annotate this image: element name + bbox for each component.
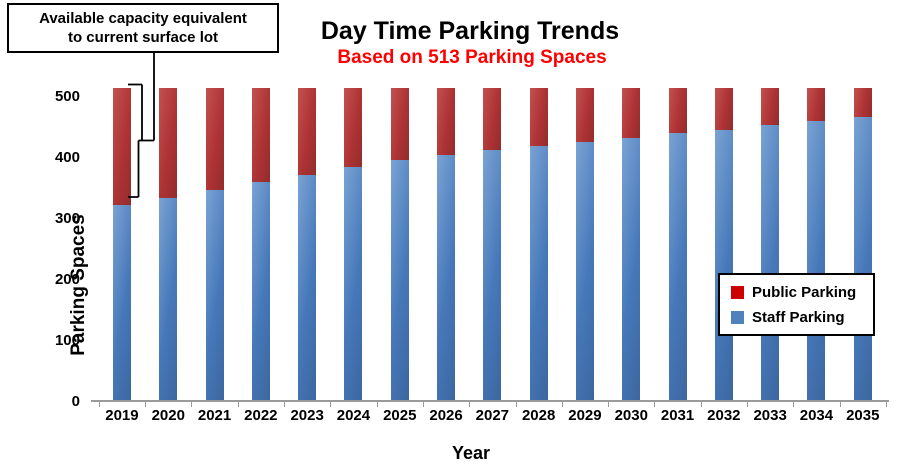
x-axis-tick (191, 402, 193, 407)
x-tick-label-2027: 2027 (475, 407, 510, 424)
bar-staff-2030 (622, 137, 641, 401)
bar-public-2025 (390, 87, 409, 160)
x-tick-label-2026: 2026 (429, 407, 463, 424)
annotation-line1: Available capacity equivalent (39, 10, 247, 27)
y-tick-label-400: 400 (54, 148, 80, 166)
bar-public-2032 (714, 87, 733, 130)
bracket-path (128, 51, 155, 198)
bar-public-2020 (159, 87, 178, 198)
x-axis-title: Year (451, 443, 491, 463)
y-tick-label-0: 0 (71, 393, 80, 410)
x-axis-tick (237, 402, 239, 407)
x-axis-tick (608, 402, 610, 407)
x-axis-tick (747, 402, 748, 407)
legend-label: Public Parking (752, 283, 857, 301)
x-tick-label-2021: 2021 (197, 407, 232, 424)
annotation-callout: Available capacity equivalent to current… (7, 3, 279, 53)
x-tick-label-2034: 2034 (799, 407, 834, 424)
legend: Public Parking Staff Parking (718, 273, 875, 336)
chart-subtitle: Based on 513 Parking Spaces (337, 47, 607, 68)
chart-title: Day Time Parking Trends (320, 17, 620, 45)
x-axis-tick (561, 402, 563, 407)
legend-item-public-parking: Public Parking (731, 284, 873, 301)
bar-public-2028 (529, 87, 548, 147)
x-tick-label-2023: 2023 (290, 407, 324, 424)
x-axis-tick (284, 402, 285, 407)
bar-staff-2026 (437, 154, 456, 401)
x-axis-tick (515, 402, 517, 407)
x-axis-tick (839, 402, 841, 407)
x-tick-label-2035: 2035 (846, 407, 880, 424)
bar-public-2034 (807, 87, 826, 121)
x-tick-label-2025: 2025 (383, 407, 417, 424)
x-axis-tick (145, 402, 147, 407)
x-tick-label-2020: 2020 (151, 407, 185, 424)
bar-staff-2031 (668, 133, 687, 401)
x-axis-line (91, 400, 889, 402)
bar-staff-2021 (205, 189, 224, 401)
bar-public-2019 (112, 87, 131, 206)
x-tick-label-2032: 2032 (707, 407, 741, 424)
legend-swatch-icon (731, 285, 744, 299)
legend-swatch-icon (731, 310, 744, 324)
bar-staff-2023 (298, 174, 317, 401)
x-tick-label-2028: 2028 (521, 407, 556, 424)
x-axis-tick (469, 402, 471, 407)
bar-staff-2024 (344, 166, 363, 401)
bar-staff-2025 (390, 159, 409, 401)
x-axis-tick (422, 402, 424, 407)
x-axis-tick (793, 402, 795, 407)
bar-public-2024 (344, 87, 363, 167)
x-tick-label-2019: 2019 (105, 407, 139, 424)
x-tick-label-2031: 2031 (660, 407, 695, 424)
bar-public-2035 (853, 87, 872, 117)
x-axis-tick (654, 402, 656, 407)
bar-public-2026 (437, 87, 456, 155)
bar-staff-2034 (807, 120, 826, 401)
annotation-line2: to current surface lot (67, 29, 219, 46)
bar-public-2030 (622, 87, 641, 138)
bar-staff-2027 (483, 150, 502, 401)
bar-staff-2029 (575, 141, 594, 401)
x-tick-label-2022: 2022 (244, 407, 278, 424)
x-tick-label-2030: 2030 (614, 407, 648, 424)
y-tick-label-500: 500 (54, 87, 80, 105)
x-tick-label-2024: 2024 (336, 407, 371, 424)
bar-staff-2019 (112, 205, 131, 401)
x-tick-label-2029: 2029 (568, 407, 602, 424)
bar-staff-2022 (251, 182, 270, 401)
bar-public-2031 (668, 87, 687, 134)
bar-public-2033 (761, 87, 780, 126)
bar-public-2022 (251, 87, 270, 183)
bar-staff-2035 (853, 116, 872, 401)
bar-public-2023 (298, 87, 317, 175)
bar-staff-2032 (714, 129, 733, 401)
x-axis-tick (376, 402, 378, 407)
legend-item-staff-parking: Staff Parking (731, 309, 873, 326)
x-axis-tick (330, 402, 332, 407)
bar-public-2027 (483, 87, 502, 151)
x-tick-label-2033: 2033 (753, 407, 787, 424)
bar-staff-2028 (529, 146, 548, 401)
bar-staff-2020 (159, 197, 178, 401)
y-tick-label-300: 300 (54, 209, 80, 227)
y-tick-label-100: 100 (54, 331, 80, 349)
bar-public-2021 (205, 87, 224, 190)
x-axis-tick (885, 402, 887, 407)
bar-public-2029 (575, 87, 594, 142)
legend-label: Staff Parking (752, 308, 845, 326)
x-axis-tick (700, 402, 702, 407)
bar-staff-2033 (761, 125, 780, 401)
x-axis-tick (98, 402, 100, 407)
y-tick-label-200: 200 (54, 270, 80, 288)
